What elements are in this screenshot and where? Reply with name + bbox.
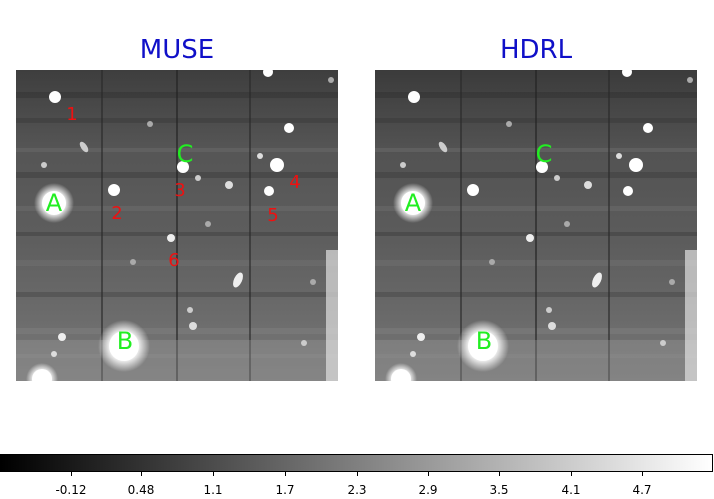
colorbar-tick-mark [642,472,643,476]
label-6: 6 [168,250,179,271]
colorbar-tick-label: 4.1 [561,483,581,497]
colorbar-tick-mark [213,472,214,476]
colorbar-tick-mark [428,472,429,476]
colorbar-tick-mark [71,472,72,476]
colorbar-tick-label: 3.5 [489,483,509,497]
label-2: 2 [111,203,122,224]
colorbar-tick-label: 1.1 [203,483,223,497]
colorbar-tick-label: 2.3 [347,483,367,497]
label-b: B [117,327,133,355]
colorbar-tick-label: 0.48 [127,483,155,497]
colorbar-tick-mark [499,472,500,476]
label-c: C [536,140,553,168]
colorbar-tick-mark [285,472,286,476]
label-b: B [476,327,492,355]
hdrl-image: A B C [375,70,697,381]
colorbar-tick-label: 1.7 [275,483,295,497]
image-panel-muse: A B C 1 2 3 4 5 6 [16,70,338,381]
panel-title-muse: MUSE [139,35,215,65]
label-3: 3 [174,180,185,201]
label-c: C [177,140,194,168]
colorbar-tick-label: 2.9 [418,483,438,497]
colorbar-tick-mark [571,472,572,476]
colorbar [0,454,713,472]
label-a: A [405,189,422,217]
colorbar-tick-mark [141,472,142,476]
colorbar-tick-label: -0.12 [55,483,87,497]
colorbar-tick-label: 4.7 [632,483,652,497]
label-4: 4 [289,172,300,193]
panel-title-hdrl: HDRL [499,35,573,65]
label-5: 5 [267,205,278,226]
label-1: 1 [66,104,77,125]
colorbar-tick-mark [357,472,358,476]
image-panel-hdrl: A B C [375,70,697,381]
muse-image: A B C 1 2 3 4 5 6 [16,70,338,381]
label-a: A [46,189,63,217]
